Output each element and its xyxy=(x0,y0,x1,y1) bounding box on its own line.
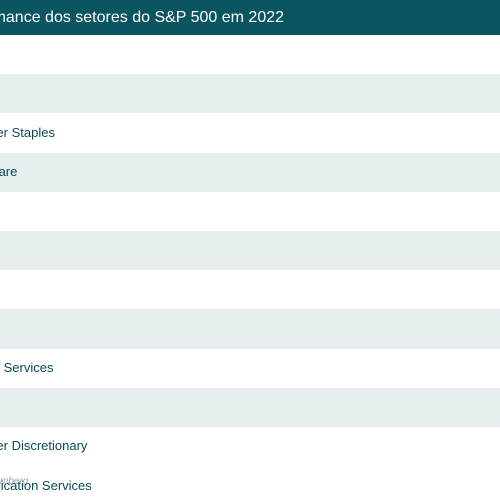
sector-label: Health Care xyxy=(0,164,18,180)
sector-table: Consumer Staples Health Care Financial S… xyxy=(0,35,500,500)
table-row xyxy=(0,35,500,75)
table-row: Communication Services xyxy=(0,466,500,500)
table-row xyxy=(0,387,500,427)
sector-label: Consumer Staples xyxy=(0,124,55,140)
sector-label: Communication Services xyxy=(0,477,92,493)
table-row: Financial Services xyxy=(0,348,500,388)
table-row xyxy=(0,270,500,310)
table-row xyxy=(0,309,500,349)
sector-label: Consumer Discretionary xyxy=(0,438,88,454)
source-note: Bloomberg xyxy=(0,476,29,487)
sector-label: Financial Services xyxy=(0,360,54,376)
page-title: Performance dos setores do S&P 500 em 20… xyxy=(0,9,285,26)
table-row xyxy=(0,74,500,114)
table-row xyxy=(0,230,500,271)
table-row: Consumer Staples xyxy=(0,113,500,153)
table-row: Consumer Discretionary xyxy=(0,426,500,467)
table-header: Performance dos setores do S&P 500 em 20… xyxy=(0,0,500,35)
table-row xyxy=(0,191,500,231)
table-row: Health Care xyxy=(0,152,500,192)
